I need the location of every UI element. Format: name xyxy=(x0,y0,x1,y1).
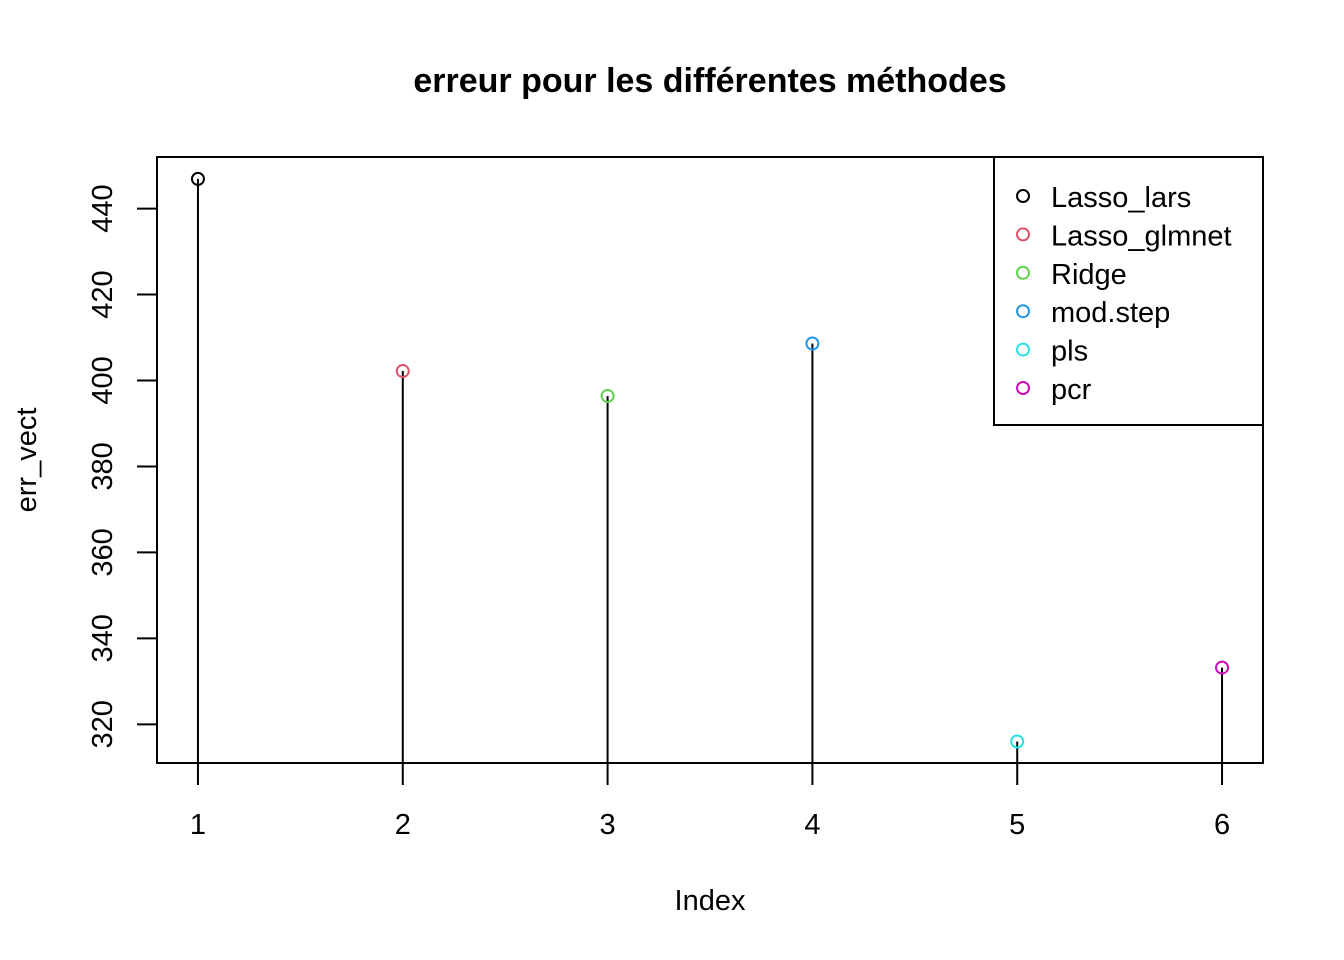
x-tick-label: 6 xyxy=(1214,809,1230,841)
legend-marker xyxy=(1016,227,1030,242)
data-point xyxy=(395,364,410,379)
legend: Lasso_lars Lasso_glmnet Ridge mod.step pls pc… xyxy=(993,156,1264,426)
x-tick-label: 4 xyxy=(804,809,820,841)
x-axis-label: Index xyxy=(675,885,746,917)
y-axis-label: err_vect xyxy=(11,408,43,513)
legend-label: Ridge xyxy=(1051,259,1127,291)
legend-marker xyxy=(1016,381,1030,395)
legend-marker xyxy=(1016,342,1030,357)
stems xyxy=(196,178,1224,763)
y-tick-label: 340 xyxy=(87,614,119,662)
x-tick-label: 3 xyxy=(600,809,616,841)
legend-label: mod.step xyxy=(1051,297,1170,329)
data-point xyxy=(1215,660,1230,675)
legend-marker xyxy=(1016,265,1030,280)
y-tick-label: 420 xyxy=(87,270,119,318)
chart-title: erreur pour les différentes méthodes xyxy=(413,62,1006,100)
y-tick-label: 400 xyxy=(87,356,119,404)
legend-marker xyxy=(1016,189,1030,203)
y-axis: 320 340 360 380 400 420 440 xyxy=(87,184,158,749)
y-tick-label: 440 xyxy=(87,184,119,232)
y-tick-label: 320 xyxy=(87,700,119,748)
data-point xyxy=(190,171,205,186)
data-point xyxy=(1010,734,1025,749)
y-tick-label: 380 xyxy=(87,442,119,490)
legend-label: Lasso_glmnet xyxy=(1051,220,1232,252)
x-axis: 1 2 3 4 5 6 xyxy=(190,762,1230,841)
legend-label: pls xyxy=(1051,336,1088,368)
x-tick-label: 2 xyxy=(395,809,411,841)
y-tick-label: 360 xyxy=(87,528,119,576)
legend-marker xyxy=(1016,304,1030,319)
x-tick-label: 5 xyxy=(1009,809,1025,841)
legend-label: Lasso_lars xyxy=(1051,182,1191,214)
data-point xyxy=(600,388,615,403)
data-point xyxy=(805,336,820,351)
points xyxy=(190,171,1230,749)
legend-box xyxy=(993,156,1264,426)
legend-label: pcr xyxy=(1051,374,1092,406)
x-tick-label: 1 xyxy=(190,809,206,841)
